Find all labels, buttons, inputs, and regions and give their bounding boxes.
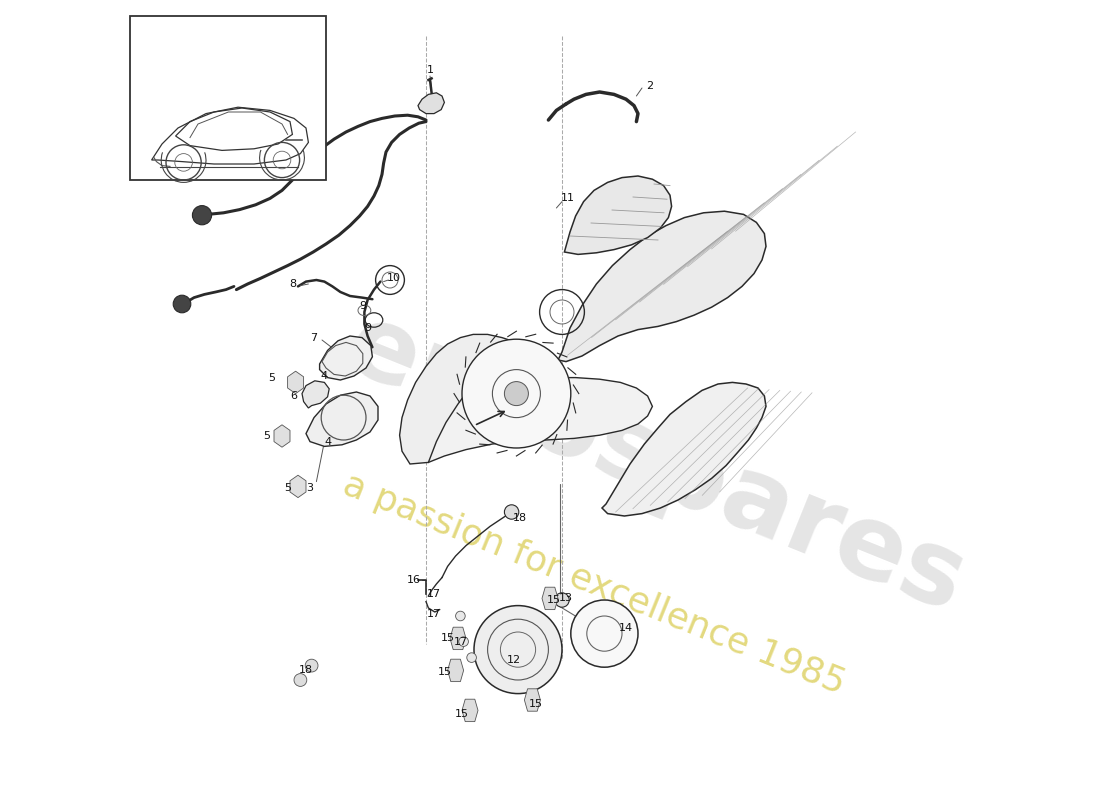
Circle shape: [455, 611, 465, 621]
Text: 10: 10: [387, 274, 402, 283]
Polygon shape: [419, 378, 652, 462]
Polygon shape: [418, 93, 444, 114]
Text: 15: 15: [441, 634, 454, 643]
Text: 6: 6: [290, 391, 297, 401]
Text: 15: 15: [438, 667, 451, 677]
Circle shape: [462, 339, 571, 448]
Text: 2: 2: [647, 82, 653, 91]
Text: 7: 7: [310, 333, 318, 342]
Text: 5: 5: [268, 373, 275, 382]
Text: 8: 8: [289, 279, 296, 289]
Text: 11: 11: [561, 194, 574, 203]
Circle shape: [554, 593, 569, 607]
Text: 9: 9: [364, 323, 371, 333]
Text: 13: 13: [559, 594, 573, 603]
Text: 1: 1: [427, 66, 433, 75]
Circle shape: [505, 382, 528, 406]
Circle shape: [459, 637, 469, 646]
Polygon shape: [399, 334, 516, 464]
Text: 15: 15: [547, 595, 561, 605]
Text: 17: 17: [453, 638, 468, 647]
Polygon shape: [302, 381, 329, 408]
Circle shape: [192, 206, 211, 225]
Polygon shape: [306, 392, 378, 446]
Text: 17: 17: [427, 610, 441, 619]
Circle shape: [466, 653, 476, 662]
Text: 18: 18: [513, 514, 527, 523]
Circle shape: [466, 343, 566, 444]
Circle shape: [294, 674, 307, 686]
Polygon shape: [558, 211, 766, 362]
Text: 4: 4: [321, 371, 328, 381]
Circle shape: [474, 606, 562, 694]
Polygon shape: [450, 627, 466, 650]
Polygon shape: [462, 699, 478, 722]
Polygon shape: [290, 475, 306, 498]
Circle shape: [173, 295, 190, 313]
Text: 4: 4: [324, 437, 331, 446]
Bar: [130, 16, 326, 180]
Text: 17: 17: [427, 589, 441, 598]
Circle shape: [571, 600, 638, 667]
Text: 3: 3: [307, 483, 314, 493]
Polygon shape: [274, 425, 290, 447]
Text: 14: 14: [619, 623, 634, 633]
Text: 16: 16: [407, 575, 421, 585]
Polygon shape: [564, 176, 672, 254]
Text: 15: 15: [455, 709, 469, 718]
Text: 9: 9: [360, 301, 366, 310]
Text: 12: 12: [507, 655, 521, 665]
Text: eurospares: eurospares: [331, 294, 980, 634]
Polygon shape: [525, 689, 540, 711]
Text: 5: 5: [284, 483, 292, 493]
Polygon shape: [320, 336, 373, 380]
Text: 18: 18: [299, 666, 314, 675]
Circle shape: [505, 505, 519, 519]
Text: 15: 15: [529, 699, 542, 709]
Polygon shape: [448, 659, 463, 682]
Circle shape: [305, 659, 318, 672]
Polygon shape: [287, 371, 304, 394]
Text: a passion for excellence 1985: a passion for excellence 1985: [338, 467, 850, 701]
Polygon shape: [542, 587, 558, 610]
Polygon shape: [602, 382, 766, 516]
Text: 5: 5: [263, 431, 271, 441]
